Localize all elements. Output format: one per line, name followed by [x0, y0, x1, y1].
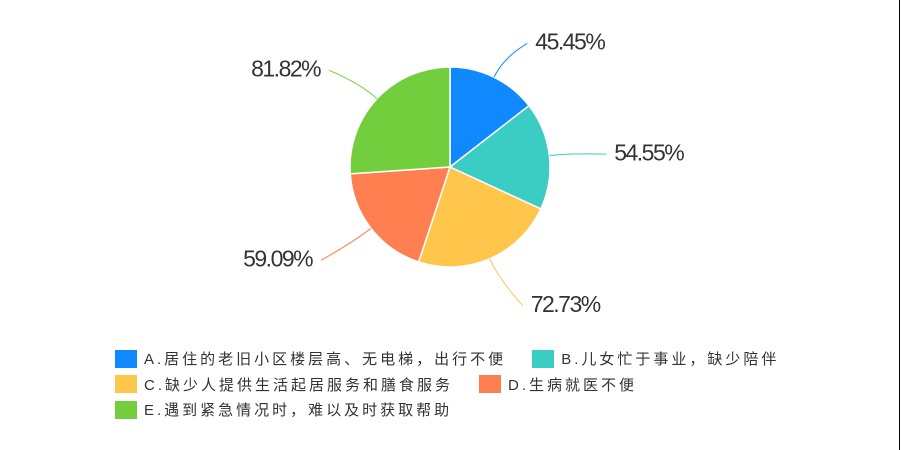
svg-text:45.45%: 45.45%	[535, 29, 605, 55]
svg-text:54.55%: 54.55%	[614, 139, 684, 165]
svg-text:81.82%: 81.82%	[251, 56, 321, 82]
svg-text:72.73%: 72.73%	[531, 291, 601, 317]
svg-text:59.09%: 59.09%	[243, 246, 313, 272]
